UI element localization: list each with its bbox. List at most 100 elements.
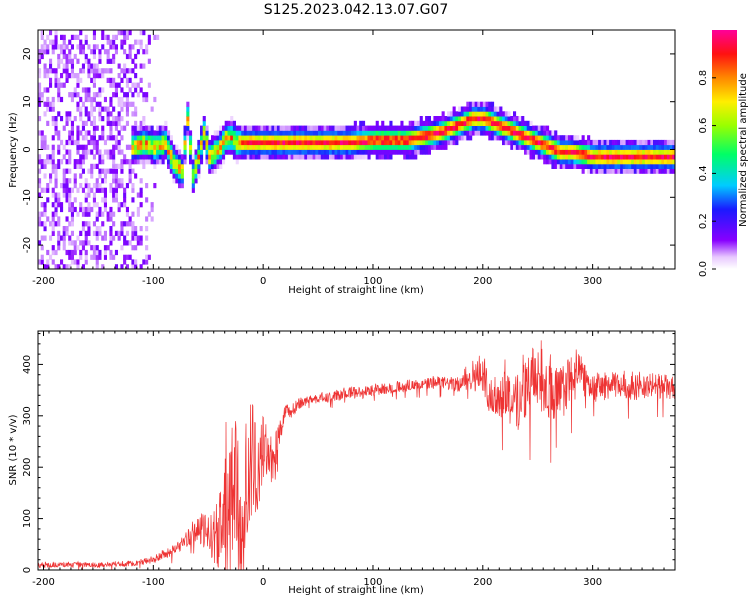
spectrogram-cell xyxy=(117,101,121,107)
spectrogram-cell xyxy=(315,154,319,160)
spectrogram-cell xyxy=(460,135,464,141)
spectrogram-cell xyxy=(117,120,121,126)
spectrogram-cell xyxy=(65,116,69,122)
spectrogram-cell xyxy=(68,192,72,198)
spectrogram-cell xyxy=(73,34,77,40)
spectrogram-cell xyxy=(123,240,127,246)
spectrogram-cell xyxy=(581,159,585,165)
spectrogram-cell xyxy=(265,125,269,131)
spectrogram-cell xyxy=(90,106,94,112)
spectrogram-cell xyxy=(257,125,261,131)
spectrogram-cell xyxy=(98,211,102,217)
spectrogram-cell xyxy=(400,144,404,150)
spectrogram-cell xyxy=(241,130,245,136)
spectrogram-cell xyxy=(191,178,195,184)
spectrogram-cell xyxy=(60,96,64,103)
spectrogram-cell xyxy=(449,139,453,146)
spectrogram-cell xyxy=(587,163,591,169)
spectrogram-cell xyxy=(222,149,226,155)
spectrogram-cell xyxy=(57,230,61,236)
spectrogram-cell xyxy=(81,120,85,126)
spectrogram-cell xyxy=(84,58,88,64)
spectrogram-cell xyxy=(194,173,198,179)
spectrogram-cell xyxy=(79,230,83,236)
spectrogram-cell xyxy=(62,187,66,193)
spectrogram-cell xyxy=(150,149,154,155)
spectrogram-cell xyxy=(62,178,66,184)
spectrogram-cell xyxy=(546,144,550,150)
spectrogram-cell xyxy=(224,144,228,150)
spectrogram-cell xyxy=(87,139,91,146)
spectrogram-cell xyxy=(62,125,66,131)
spectrogram-cell xyxy=(40,92,44,98)
spectrogram-cell xyxy=(90,139,94,146)
spectrogram-cell xyxy=(482,106,486,112)
spectrogram-cell xyxy=(285,125,289,131)
spectrogram-cell xyxy=(573,149,577,155)
spectrogram-cell xyxy=(246,144,250,150)
spectrogram-cell xyxy=(131,183,135,189)
spectrogram-cell xyxy=(131,82,135,88)
spectrogram-cell xyxy=(537,139,541,146)
spectrogram-cell xyxy=(359,139,363,146)
spectrogram-cell xyxy=(211,154,215,160)
spectrogram-cell xyxy=(433,139,437,146)
spectrogram-cell xyxy=(581,139,585,146)
spectrogram-cell xyxy=(622,154,626,160)
spectrogram-cell xyxy=(125,53,129,60)
spectrogram-cell xyxy=(274,139,278,146)
spectrogram-cell xyxy=(84,149,88,155)
spectrogram-cell xyxy=(153,34,157,40)
spectrogram-cell xyxy=(551,159,555,165)
spectrogram-cell xyxy=(405,149,409,155)
spectrogram-cell xyxy=(526,149,530,155)
spectrogram-cell xyxy=(348,125,352,131)
spectrogram-cell xyxy=(62,245,66,251)
spectrogram-cell xyxy=(213,159,217,165)
spectrogram-cell xyxy=(194,178,198,184)
spectrogram-cell xyxy=(219,130,223,136)
spectrogram-cell xyxy=(103,202,107,208)
spectrogram-cell xyxy=(600,144,604,150)
spectrogram-cell xyxy=(43,206,47,213)
spectrogram-cell xyxy=(554,149,558,155)
spectrogram-cell xyxy=(320,130,324,136)
spectrogram-cell xyxy=(76,101,80,107)
spectrogram-cell xyxy=(315,139,319,146)
spectrogram-cell xyxy=(227,120,231,126)
spectrogram-cell xyxy=(112,82,116,88)
spectrogram-cell xyxy=(161,125,165,131)
spectrogram-cell xyxy=(304,135,308,141)
spectrogram-cell xyxy=(664,163,668,169)
spectrogram-cell xyxy=(156,135,160,141)
spectrogram-cell xyxy=(216,135,220,141)
spectrogram-cell xyxy=(117,163,121,169)
spectrogram-cell xyxy=(631,159,635,165)
spectrogram-cell xyxy=(326,130,330,136)
spectrogram-cell xyxy=(661,139,665,146)
spectrogram-cell xyxy=(375,130,379,136)
spectrogram-cell xyxy=(139,87,143,93)
spectrogram-cell xyxy=(180,159,184,165)
spectrogram-cell xyxy=(540,125,544,131)
spectrogram-cell xyxy=(600,154,604,160)
spectrogram-cell xyxy=(123,221,127,227)
spectrogram-cell xyxy=(254,144,258,150)
spectrogram-cell xyxy=(477,120,481,126)
spectrogram-cell xyxy=(68,264,72,269)
spectrogram-cell xyxy=(491,111,495,117)
spectrogram-cell xyxy=(320,135,324,141)
spectrogram-cell xyxy=(139,178,143,184)
spectrogram-cell xyxy=(458,130,462,136)
spectrogram-cell xyxy=(609,144,613,150)
spectrogram-cell xyxy=(43,173,47,179)
spectrogram-cell xyxy=(290,135,294,141)
spectrogram-cell xyxy=(186,135,190,141)
spectrogram-cell xyxy=(620,139,624,146)
spectrogram-cell xyxy=(252,149,256,155)
spectrogram-cell xyxy=(411,139,415,146)
spectrogram-cell xyxy=(603,168,607,174)
spectrogram-cell xyxy=(120,149,124,155)
spectrogram-cell xyxy=(92,34,96,40)
